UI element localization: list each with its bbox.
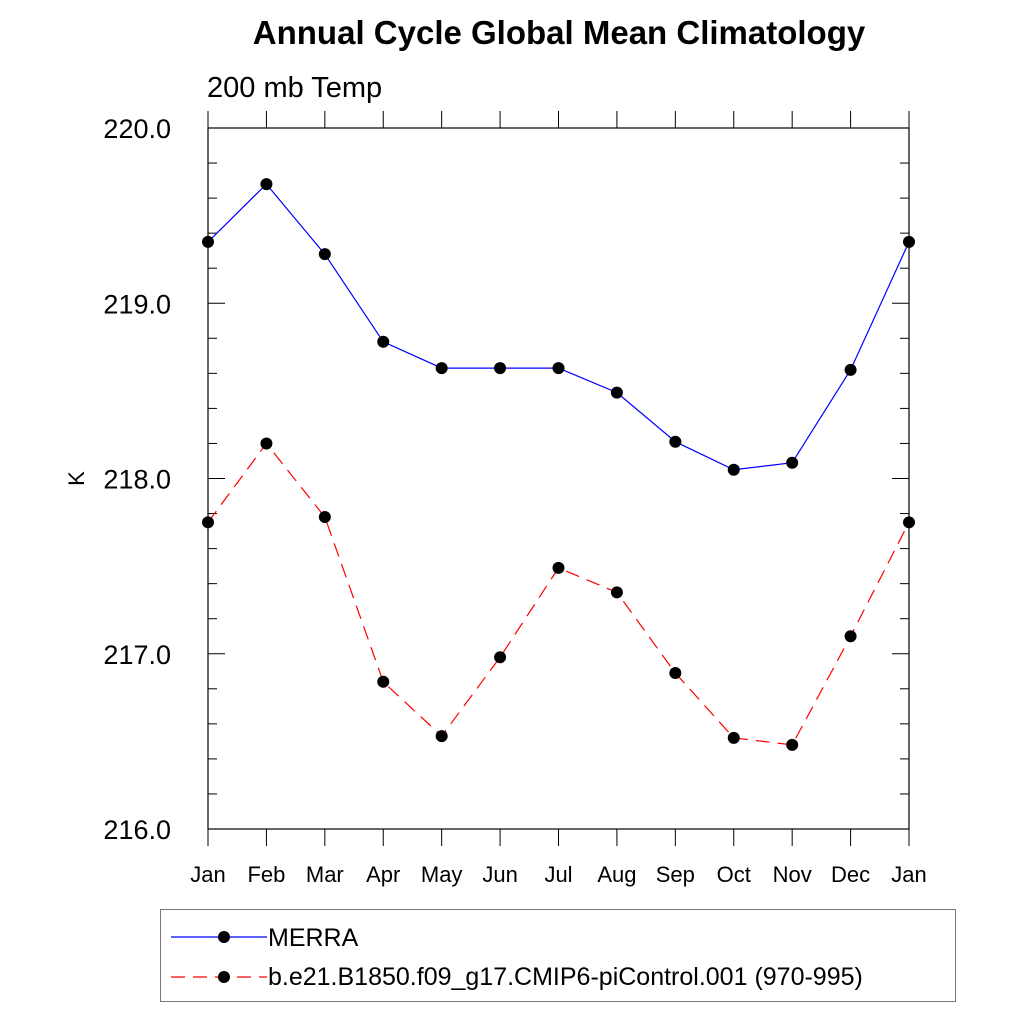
major-ticks [207,111,910,846]
x-tick-label: Sep [656,862,695,887]
series-1-point [494,651,507,664]
series-1-point [318,511,331,524]
series-0-point [377,335,390,348]
series-0-point [786,456,799,469]
y-tick-label: 220.0 [103,114,171,144]
series-0-point [435,362,448,375]
series-0-point [260,178,273,191]
legend-label-merra: MERRA [268,924,359,952]
x-tick-label: Jan [190,862,225,887]
legend-swatch-merra [171,931,267,943]
series-0-point [494,362,507,375]
series-0-point [202,235,214,248]
x-tick-labels: Jan Feb Mar Apr May Jun Jul Aug Sep Oct Nov Dec Jan [190,862,926,887]
x-tick-label: Jul [544,862,572,887]
x-tick-label: Dec [831,862,870,887]
y-tick-label: 218.0 [103,465,171,495]
chart-subtitle: 200 mb Temp [207,72,383,104]
x-tick-label: Oct [717,862,751,887]
chart-title: Annual Cycle Global Mean Climatology [252,14,866,51]
series-0-point [727,463,740,476]
x-tick-label: Apr [366,862,400,887]
x-tick-label: Jan [891,862,926,887]
legend-label-model: b.e21.B1850.f09_g17.CMIP6-piControl.001 … [268,963,863,991]
series-1-point [552,561,565,574]
series-1-point [786,738,799,751]
y-tick-label: 217.0 [103,640,171,670]
legend-swatch-model [171,971,267,983]
x-tick-label: Mar [306,862,344,887]
series-line-1 [207,442,910,746]
minor-ticks [208,162,909,795]
y-axis-label: K [64,471,89,486]
y-tick-label: 219.0 [103,289,171,319]
series-1-point [377,675,390,688]
x-tick-label: Nov [773,862,812,887]
y-tick-label: 216.0 [103,815,171,845]
series-1-point [435,730,448,743]
series-1-point [844,630,857,643]
plot-frame [207,127,910,830]
series-0-point [844,363,857,376]
series-0-point [318,248,331,261]
series-0-point [552,362,565,375]
series-1-point [260,437,273,450]
series-1-point [903,516,915,529]
legend: MERRA b.e21.B1850.f09_g17.CMIP6-piContro… [160,909,956,1002]
x-tick-label: Jun [482,862,517,887]
series-0-point [903,235,915,248]
series-1-point [727,731,740,744]
legend-item-model: b.e21.B1850.f09_g17.CMIP6-piControl.001 … [161,957,955,997]
series-1-point [202,516,214,529]
series-0-point [610,386,623,399]
x-tick-label: May [421,862,463,887]
series-1-point [669,667,682,680]
legend-item-merra: MERRA [161,917,955,957]
x-tick-label: Aug [597,862,636,887]
series-1-point [610,586,623,599]
series-layer [202,178,915,751]
y-tick-labels: 216.0 217.0 218.0 219.0 220.0 [103,114,171,845]
series-line-0 [207,183,910,471]
x-tick-label: Feb [247,862,285,887]
series-0-point [669,435,682,448]
